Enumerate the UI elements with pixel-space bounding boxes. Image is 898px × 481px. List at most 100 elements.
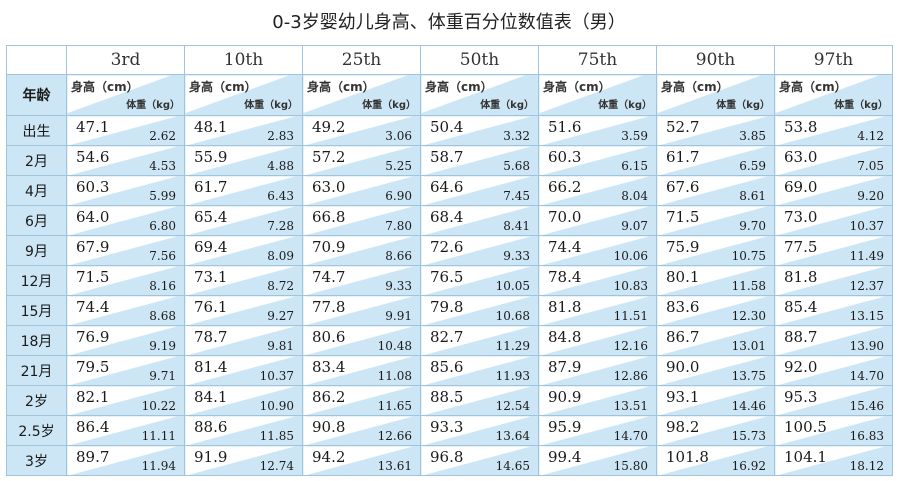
value-cell: 80.1 11.58 [656, 265, 775, 296]
weight-value: 14.70 [613, 429, 648, 443]
height-value: 88.6 [194, 418, 228, 436]
weight-value: 10.06 [613, 249, 648, 263]
height-value: 86.4 [76, 418, 110, 436]
height-value: 86.2 [312, 388, 346, 406]
value-cell: 81.8 11.51 [538, 295, 657, 326]
height-value: 86.7 [666, 328, 700, 346]
value-cell: 75.9 10.75 [656, 235, 775, 266]
table-row: 15月 74.4 8.68 76.1 9.27 77.8 9.91 79.8 10.68 81.8… [6, 295, 893, 326]
height-value: 65.4 [194, 208, 228, 226]
weight-value: 7.80 [385, 219, 412, 233]
value-cell: 88.6 11.85 [184, 415, 303, 446]
unit-header: 身高（cm） 体重（kg） [538, 74, 657, 116]
weight-value: 11.94 [141, 459, 176, 473]
unit-header: 身高（cm） 体重（kg） [302, 74, 421, 116]
value-cell: 66.2 8.04 [538, 175, 657, 206]
height-unit-label: 身高（cm） [189, 80, 257, 94]
value-cell: 74.4 10.06 [538, 235, 657, 266]
value-cell: 86.2 11.65 [302, 385, 421, 416]
age-cell: 9月 [6, 235, 67, 266]
weight-value: 4.53 [149, 159, 176, 173]
height-value: 78.4 [548, 268, 582, 286]
weight-value: 13.01 [731, 339, 766, 353]
height-value: 90.8 [312, 418, 346, 436]
value-cell: 82.7 11.29 [420, 325, 539, 356]
weight-value: 15.80 [613, 459, 648, 473]
value-cell: 90.8 12.66 [302, 415, 421, 446]
percentile-header: 97th [774, 45, 893, 75]
height-value: 80.1 [666, 268, 700, 286]
value-cell: 84.8 12.16 [538, 325, 657, 356]
value-cell: 96.8 14.65 [420, 445, 539, 476]
value-cell: 76.9 9.19 [66, 325, 185, 356]
weight-value: 9.07 [621, 219, 648, 233]
weight-unit-label: 体重（kg） [598, 100, 652, 111]
weight-value: 13.75 [731, 369, 766, 383]
value-cell: 67.9 7.56 [66, 235, 185, 266]
weight-value: 10.22 [141, 399, 176, 413]
height-value: 93.3 [430, 418, 464, 436]
weight-value: 9.71 [149, 369, 176, 383]
age-cell: 18月 [6, 325, 67, 356]
weight-unit-label: 体重（kg） [716, 100, 770, 111]
value-cell: 77.5 11.49 [774, 235, 893, 266]
height-value: 55.9 [194, 148, 228, 166]
age-cell: 6月 [6, 205, 67, 236]
value-cell: 93.1 14.46 [656, 385, 775, 416]
weight-value: 10.37 [849, 219, 884, 233]
age-cell: 21月 [6, 355, 67, 386]
weight-value: 7.56 [149, 249, 176, 263]
height-value: 85.6 [430, 358, 464, 376]
value-cell: 79.5 9.71 [66, 355, 185, 386]
weight-value: 6.59 [739, 159, 766, 173]
percentile-header: 3rd [66, 45, 185, 75]
table-row: 12月 71.5 8.16 73.1 8.72 74.7 9.33 76.5 10.05 78.4… [6, 265, 893, 296]
value-cell: 67.6 8.61 [656, 175, 775, 206]
value-cell: 80.6 10.48 [302, 325, 421, 356]
weight-value: 11.85 [259, 429, 294, 443]
height-value: 82.1 [76, 388, 110, 406]
table-row: 9月 67.9 7.56 69.4 8.09 70.9 8.66 72.6 9.33 74.4 10… [6, 235, 893, 266]
weight-value: 13.64 [495, 429, 530, 443]
weight-value: 15.46 [849, 399, 884, 413]
age-cell: 2岁 [6, 385, 67, 416]
value-cell: 60.3 6.15 [538, 145, 657, 176]
value-cell: 89.7 11.94 [66, 445, 185, 476]
weight-unit-label: 体重（kg） [480, 100, 534, 111]
weight-value: 13.51 [613, 399, 648, 413]
height-value: 92.0 [784, 358, 818, 376]
weight-value: 6.90 [385, 189, 412, 203]
weight-value: 9.27 [267, 309, 294, 323]
height-value: 79.5 [76, 358, 110, 376]
value-cell: 92.0 14.70 [774, 355, 893, 386]
height-value: 74.4 [548, 238, 582, 256]
weight-value: 3.06 [385, 129, 412, 143]
value-cell: 70.9 8.66 [302, 235, 421, 266]
weight-value: 10.83 [613, 279, 648, 293]
height-value: 84.1 [194, 388, 228, 406]
weight-value: 11.11 [141, 429, 176, 443]
weight-value: 7.45 [503, 189, 530, 203]
table-body: 出生 47.1 2.62 48.1 2.83 49.2 3.06 50.4 3.32 51.6 3.… [6, 115, 893, 476]
weight-value: 3.85 [739, 129, 766, 143]
value-cell: 88.7 13.90 [774, 325, 893, 356]
height-value: 101.8 [666, 448, 709, 466]
weight-value: 10.05 [495, 279, 530, 293]
value-cell: 71.5 9.70 [656, 205, 775, 236]
height-value: 48.1 [194, 118, 228, 136]
value-cell: 74.4 8.68 [66, 295, 185, 326]
weight-value: 10.68 [495, 309, 530, 323]
percentile-header: 50th [420, 45, 539, 75]
value-cell: 98.2 15.73 [656, 415, 775, 446]
height-value: 83.4 [312, 358, 346, 376]
table-row: 6月 64.0 6.80 65.4 7.28 66.8 7.80 68.4 8.41 70.0 9.… [6, 205, 893, 236]
height-value: 70.9 [312, 238, 346, 256]
height-value: 64.6 [430, 178, 464, 196]
weight-value: 8.68 [149, 309, 176, 323]
height-value: 76.5 [430, 268, 464, 286]
value-cell: 64.6 7.45 [420, 175, 539, 206]
weight-value: 8.61 [739, 189, 766, 203]
value-cell: 81.8 12.37 [774, 265, 893, 296]
weight-value: 11.49 [849, 249, 884, 263]
height-value: 67.6 [666, 178, 700, 196]
